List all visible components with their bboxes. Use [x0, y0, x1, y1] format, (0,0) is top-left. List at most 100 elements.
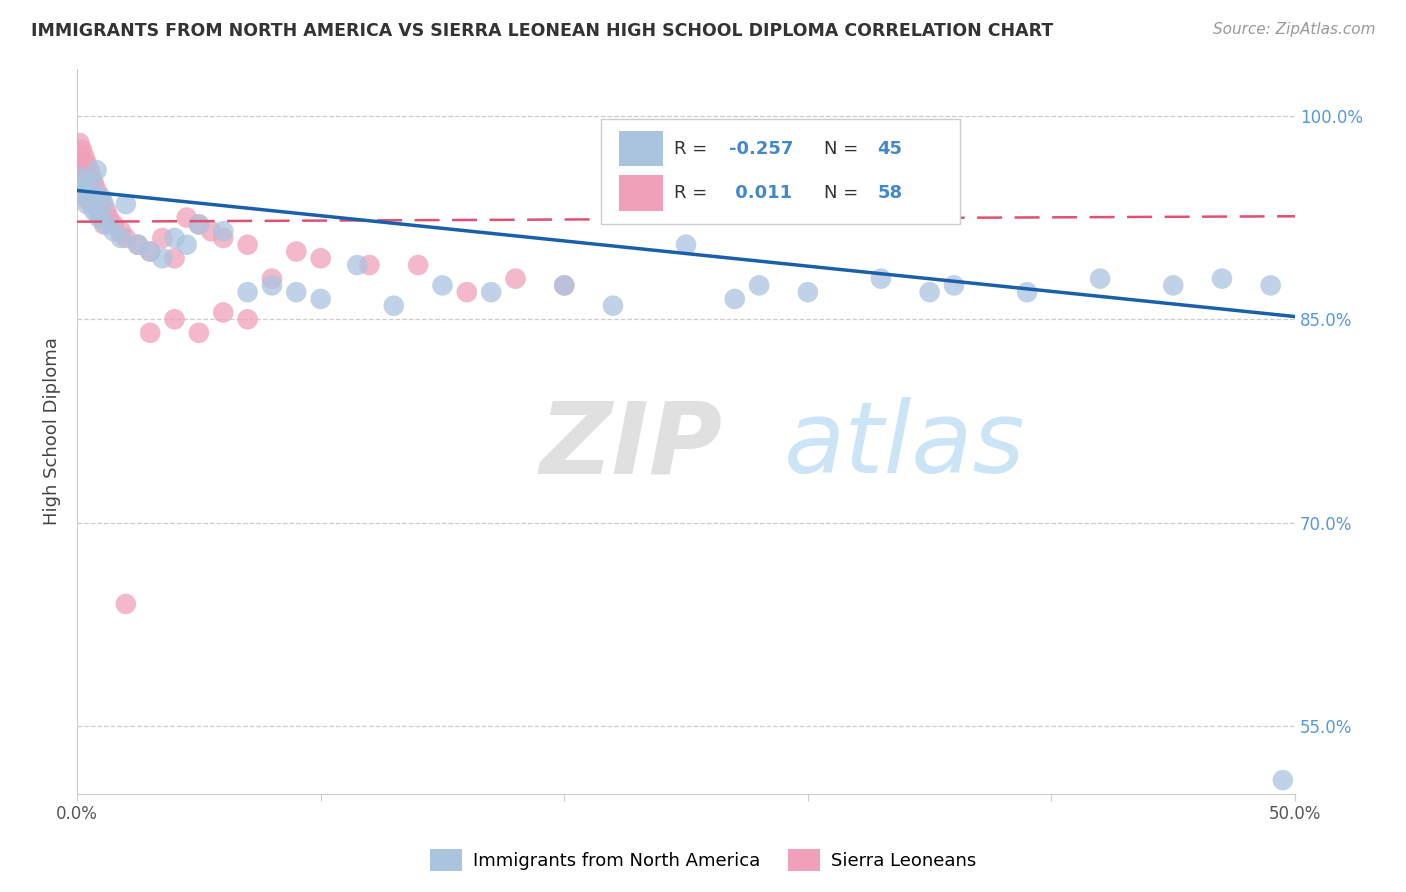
Point: [69, 177, 91, 191]
Point: [359, 258, 381, 272]
Text: 0.011: 0.011: [728, 185, 792, 202]
Point: [73, 163, 96, 178]
FancyBboxPatch shape: [600, 120, 960, 225]
Point: [724, 292, 747, 306]
Point: [236, 237, 259, 252]
Point: [309, 292, 332, 306]
Point: [77, 190, 100, 204]
Point: [127, 237, 149, 252]
Point: [76, 197, 98, 211]
Text: 45: 45: [877, 140, 903, 159]
Point: [505, 271, 527, 285]
Point: [70, 169, 93, 184]
Point: [127, 237, 149, 252]
Point: [103, 224, 125, 238]
Point: [86, 163, 108, 178]
Point: [675, 237, 697, 252]
Point: [83, 203, 105, 218]
Point: [797, 285, 820, 300]
Point: [73, 190, 96, 204]
Point: [456, 285, 478, 300]
Text: N =: N =: [824, 185, 863, 202]
Point: [70, 184, 93, 198]
Point: [96, 218, 118, 232]
Point: [93, 197, 115, 211]
Point: [77, 190, 100, 204]
Point: [139, 326, 162, 340]
Point: [77, 163, 100, 178]
Point: [110, 224, 132, 238]
Point: [553, 278, 575, 293]
Point: [748, 278, 770, 293]
Point: [69, 163, 91, 178]
FancyBboxPatch shape: [619, 131, 662, 167]
Point: [406, 258, 429, 272]
Point: [80, 197, 103, 211]
Text: R =: R =: [673, 140, 713, 159]
Point: [110, 231, 132, 245]
Point: [236, 285, 259, 300]
Text: atlas: atlas: [783, 397, 1025, 494]
Point: [285, 285, 308, 300]
Point: [176, 237, 198, 252]
Point: [96, 203, 118, 218]
Text: Source: ZipAtlas.com: Source: ZipAtlas.com: [1212, 22, 1375, 37]
Point: [212, 305, 235, 319]
Point: [76, 184, 98, 198]
Text: 58: 58: [877, 185, 903, 202]
Point: [432, 278, 454, 293]
Point: [150, 252, 173, 266]
Point: [212, 231, 235, 245]
Point: [163, 312, 186, 326]
Point: [260, 278, 283, 293]
Point: [103, 218, 125, 232]
Point: [90, 211, 112, 225]
Point: [1260, 278, 1282, 293]
Point: [114, 597, 136, 611]
Text: -0.257: -0.257: [728, 140, 793, 159]
Point: [70, 156, 93, 170]
Point: [83, 177, 105, 191]
Point: [260, 271, 283, 285]
Point: [285, 244, 308, 259]
Point: [87, 190, 110, 204]
Point: [150, 231, 173, 245]
Point: [187, 218, 209, 232]
Point: [553, 278, 575, 293]
Point: [1161, 278, 1184, 293]
Point: [86, 197, 108, 211]
Point: [114, 197, 136, 211]
Point: [73, 177, 96, 191]
Point: [76, 156, 98, 170]
Point: [870, 271, 893, 285]
Point: [97, 211, 120, 225]
Point: [309, 252, 332, 266]
Point: [236, 312, 259, 326]
Point: [346, 258, 368, 272]
Point: [90, 190, 112, 204]
Point: [163, 231, 186, 245]
Point: [212, 224, 235, 238]
Text: IMMIGRANTS FROM NORTH AMERICA VS SIERRA LEONEAN HIGH SCHOOL DIPLOMA CORRELATION : IMMIGRANTS FROM NORTH AMERICA VS SIERRA …: [31, 22, 1053, 40]
Point: [76, 169, 98, 184]
Point: [187, 218, 209, 232]
Point: [80, 184, 103, 198]
Point: [86, 184, 108, 198]
Text: R =: R =: [673, 185, 713, 202]
Point: [163, 252, 186, 266]
Point: [139, 244, 162, 259]
Point: [73, 150, 96, 164]
Point: [1271, 773, 1294, 788]
Point: [80, 169, 103, 184]
Point: [70, 143, 93, 157]
Point: [1015, 285, 1038, 300]
Point: [87, 203, 110, 218]
Point: [200, 224, 222, 238]
Point: [90, 197, 112, 211]
Legend: Immigrants from North America, Sierra Leoneans: Immigrants from North America, Sierra Le…: [423, 842, 983, 879]
Point: [87, 211, 110, 225]
Text: N =: N =: [824, 140, 863, 159]
Point: [479, 285, 502, 300]
Point: [83, 190, 105, 204]
Point: [77, 177, 100, 191]
